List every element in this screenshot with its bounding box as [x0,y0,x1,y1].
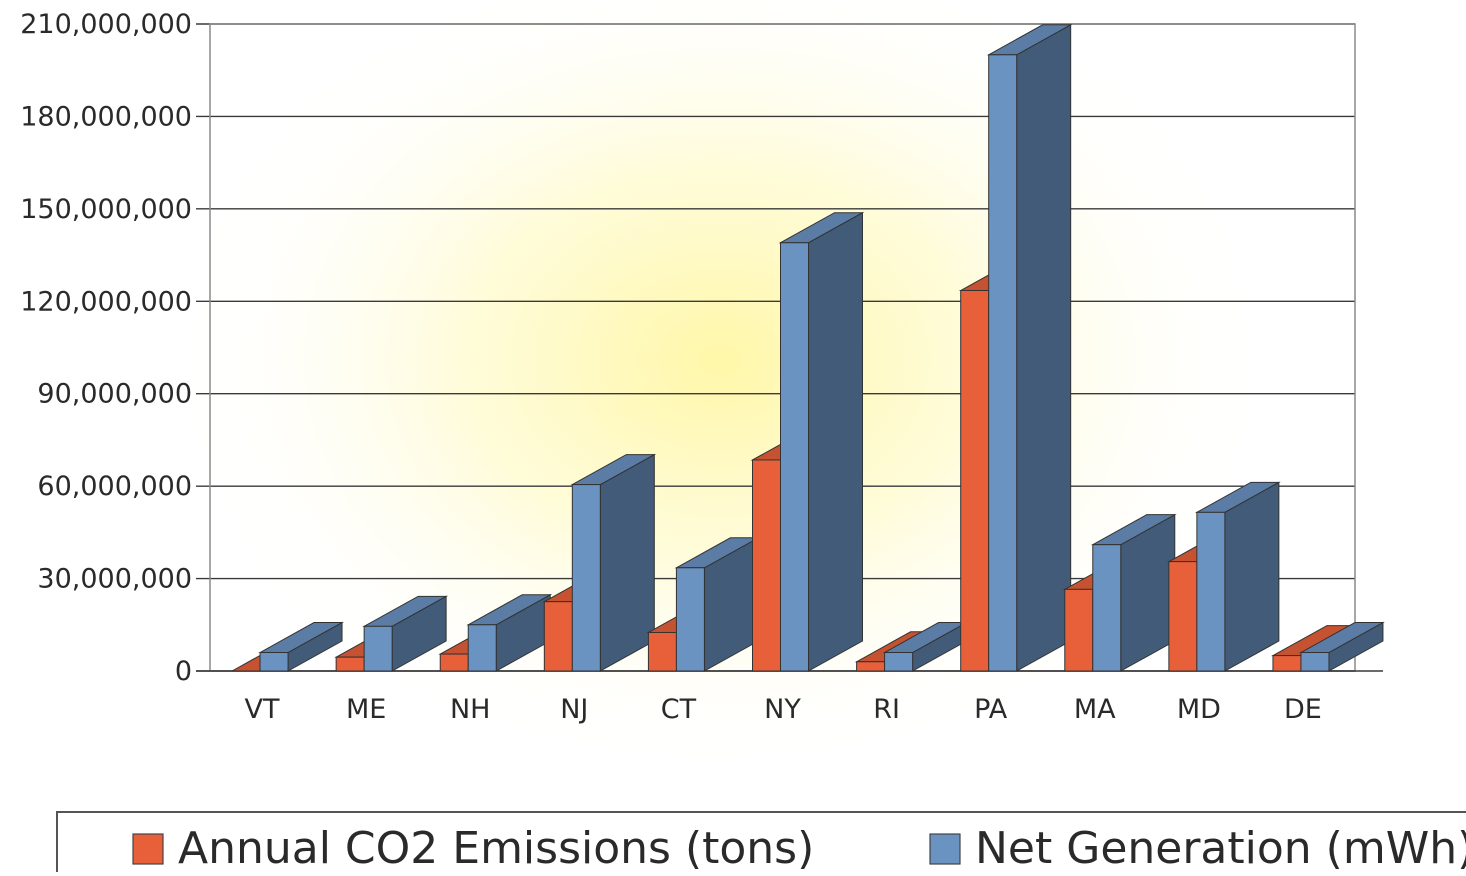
legend-swatch-1 [132,833,164,865]
x-tick-label: CT [661,694,697,725]
bar-nh-series-2 [466,593,553,672]
bar-front [363,625,393,672]
bar-md-series-2 [1194,481,1281,672]
legend: Annual CO2 Emissions (tons) Net Generatio… [56,811,1466,876]
x-tick-label: PA [974,694,1008,725]
bars [230,23,1385,672]
bar-front [988,54,1018,672]
bar-front [259,652,289,672]
bar-me-series-2 [362,595,449,672]
y-tick-label: 30,000,000 [37,564,192,595]
bar-front [1300,652,1330,672]
legend-label-1: Annual CO2 Emissions (tons) [178,823,814,872]
bar-front [571,484,601,672]
bar-front [1196,511,1226,672]
x-tick-label: ME [346,694,386,725]
y-tick-label: 210,000,000 [20,9,192,40]
x-tick-label: DE [1284,694,1322,725]
bar-de-series-2 [1299,621,1385,672]
bar-vt-series-2 [258,621,344,672]
x-tick-label: VT [245,694,280,725]
bar-front [1092,544,1122,672]
x-tick-label: NH [450,694,491,725]
bar-side [599,453,655,672]
y-tick-label: 60,000,000 [37,471,192,502]
bar-front [856,661,886,672]
x-tick-label: RI [873,694,900,725]
bar-front [1064,588,1094,672]
bar-side [808,211,863,672]
bar-front [1272,655,1302,672]
bar-front [467,624,497,672]
bar-front [1168,561,1198,672]
bar-front [335,656,365,672]
y-tick-label: 180,000,000 [20,101,192,132]
bar-front [675,567,705,672]
bar-ny-series-2 [778,211,865,672]
bar-front [752,459,781,672]
legend-label-2: Net Generation (mWh) [975,823,1466,872]
x-tick-label: MD [1177,694,1221,725]
bar-front [780,242,809,672]
y-tick-label: 90,000,000 [37,379,192,410]
legend-swatch-2 [929,833,961,865]
x-tick-label: NY [764,694,801,725]
y-tick-label: 0 [175,656,192,687]
y-tick-label: 120,000,000 [20,286,192,317]
bar-front [960,290,990,672]
bar-ri-series-2 [882,621,969,672]
y-tick-label: 150,000,000 [20,194,192,225]
bar-front [884,652,914,672]
bar-ct-series-2 [674,536,761,672]
tick-labels: 0 30,000,000 60,000,000 90,000,000 120,000,0… [20,9,1322,725]
bar-side [1016,23,1072,672]
bar-front [543,601,573,672]
bar-front [647,631,677,672]
x-tick-label: NJ [560,694,588,725]
bar-front [439,653,469,672]
bar-pa-series-2 [986,23,1073,672]
x-tick-label: MA [1074,694,1116,725]
legend-box [56,811,1466,876]
bar-nj-series-2 [570,453,657,672]
bar-ma-series-2 [1090,513,1177,672]
bar-side [1224,481,1280,672]
